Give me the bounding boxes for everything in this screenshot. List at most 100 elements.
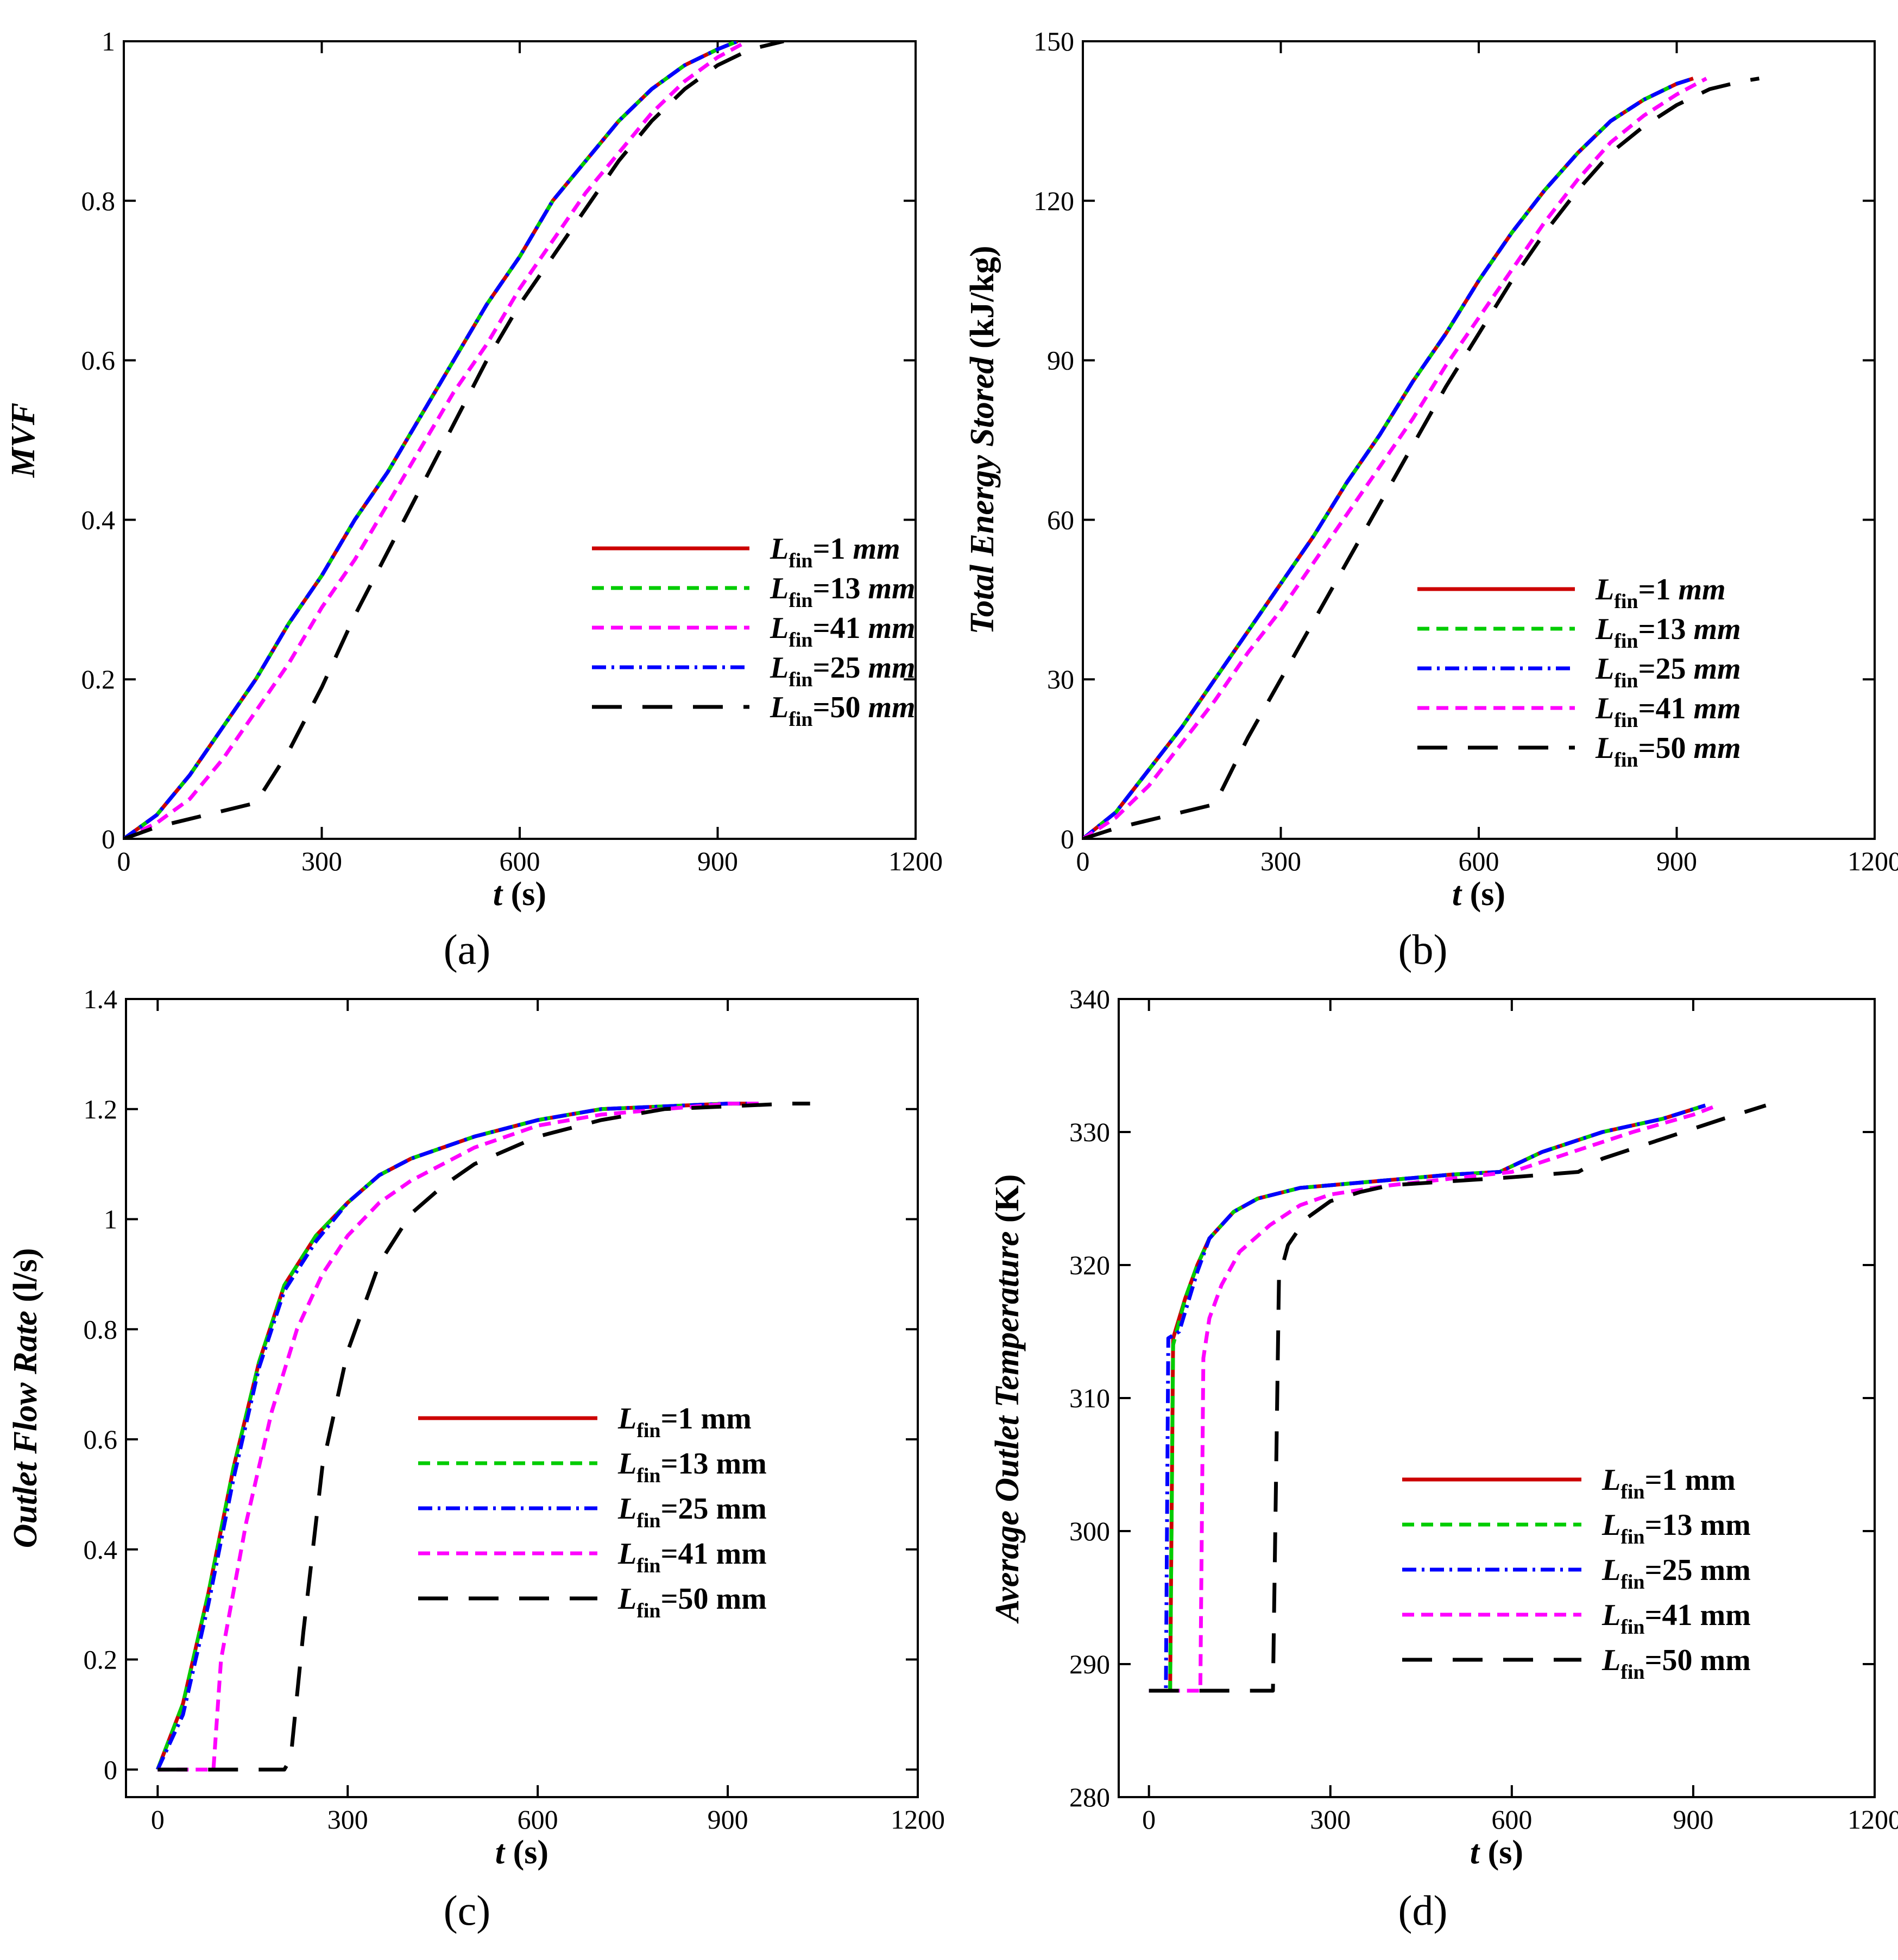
series-line bbox=[157, 1102, 810, 1772]
legend-subscript: fin bbox=[789, 708, 812, 731]
legend-var: L bbox=[1601, 1598, 1620, 1632]
y-axis-label-unit: (K) bbox=[989, 1174, 1026, 1231]
x-tick-label: 1200 bbox=[888, 846, 943, 876]
y-axis-label-unit: (kJ/kg) bbox=[964, 246, 1001, 357]
legend-value: =50 mm bbox=[1645, 1643, 1751, 1677]
legend-entry: Lfin=1 mm bbox=[1601, 1463, 1736, 1503]
legend-subscript: fin bbox=[789, 549, 812, 572]
x-axis-label-unit: (s) bbox=[505, 1834, 548, 1871]
y-axis-label: Outlet Flow Rate (l/s) bbox=[7, 1248, 44, 1548]
legend-entry: Lfin=1 mm bbox=[770, 532, 900, 572]
y-tick-label: 340 bbox=[1069, 984, 1110, 1014]
legend-subscript: fin bbox=[1620, 1571, 1644, 1594]
x-tick-label: 600 bbox=[1459, 846, 1499, 876]
y-tick-label: 290 bbox=[1069, 1649, 1110, 1679]
legend-entry: Lfin=41 mm bbox=[617, 1537, 767, 1577]
legend-unit: mm bbox=[1694, 612, 1741, 646]
legend-subscript: fin bbox=[636, 1509, 660, 1532]
legend-var: L bbox=[770, 691, 789, 724]
y-tick-label: 0.2 bbox=[84, 1645, 118, 1675]
x-axis-label-var: t bbox=[1470, 1834, 1480, 1871]
panel-label-c: (c) bbox=[444, 1887, 491, 1934]
y-tick-label: 0.4 bbox=[81, 504, 116, 535]
series-line bbox=[156, 1102, 747, 1771]
legend-entry: Lfin=25 mm bbox=[617, 1492, 767, 1532]
legend-subscript: fin bbox=[1620, 1661, 1644, 1684]
y-tick-label: 1 bbox=[102, 26, 115, 56]
legend-unit: mm bbox=[1679, 573, 1726, 606]
legend-value: =1 mm bbox=[661, 1402, 752, 1436]
plot-frame bbox=[125, 998, 919, 1798]
legend-value: =41 bbox=[1638, 692, 1694, 725]
y-tick-label: 0.8 bbox=[84, 1314, 118, 1344]
legend-unit: mm bbox=[853, 532, 900, 566]
x-tick-label: 1200 bbox=[891, 1804, 945, 1835]
x-tick-label: 300 bbox=[301, 846, 342, 876]
legend-entry: Lfin=41 mm bbox=[770, 611, 916, 652]
series-line bbox=[157, 1102, 760, 1772]
legend-subscript: fin bbox=[1614, 669, 1638, 692]
y-tick-label: 0 bbox=[104, 1754, 117, 1785]
y-tick-label: 300 bbox=[1069, 1516, 1110, 1546]
x-tick-label: 900 bbox=[1673, 1804, 1713, 1835]
legend-subscript: fin bbox=[1620, 1481, 1644, 1503]
y-tick-label: 60 bbox=[1047, 504, 1074, 535]
legend-var: L bbox=[770, 532, 789, 566]
panel-label-a: (a) bbox=[444, 926, 491, 973]
legend-value: =41 mm bbox=[661, 1537, 767, 1571]
y-tick-label: 320 bbox=[1069, 1250, 1110, 1280]
legend-entry: Lfin=50 mm bbox=[1601, 1643, 1751, 1684]
y-tick-label: 150 bbox=[1033, 26, 1074, 56]
series-line bbox=[1083, 77, 1760, 839]
x-tick-label: 300 bbox=[1260, 846, 1301, 876]
y-tick-label: 280 bbox=[1069, 1782, 1110, 1812]
legend-subscript: fin bbox=[636, 1419, 660, 1442]
legend-value: =1 bbox=[1638, 573, 1679, 606]
legend-entry: Lfin=41 mm bbox=[1601, 1598, 1751, 1639]
y-axis-label: Average Outlet Temperature (K) bbox=[989, 1174, 1026, 1624]
legend-entry: Lfin=41 mm bbox=[1595, 692, 1741, 732]
x-axis-label-var: t bbox=[1452, 876, 1462, 913]
y-tick-label: 0.4 bbox=[84, 1534, 118, 1565]
x-tick-label: 900 bbox=[697, 846, 738, 876]
legend-subscript: fin bbox=[789, 668, 812, 691]
y-axis-label: MVF bbox=[5, 403, 42, 478]
legend-var: L bbox=[770, 651, 789, 685]
legend-value: =13 bbox=[1638, 612, 1694, 646]
x-tick-label: 0 bbox=[1142, 1804, 1156, 1835]
legend-value: =13 bbox=[813, 572, 868, 605]
chart-panel-c: (c) 0 300 600 900 1200 0 0.2 0.4 0.6 0.8 1 1.2 1.4 t … bbox=[7, 984, 945, 1934]
x-tick-label: 300 bbox=[327, 1804, 368, 1835]
x-axis-label: t (s) bbox=[1470, 1834, 1523, 1871]
legend-var: L bbox=[617, 1447, 636, 1481]
legend-subscript: fin bbox=[1620, 1526, 1644, 1548]
x-axis-label: t (s) bbox=[493, 876, 546, 913]
legend-unit: mm bbox=[1694, 731, 1741, 765]
legend-entry: Lfin=25 mm bbox=[1601, 1553, 1751, 1594]
y-tick-label: 30 bbox=[1047, 664, 1074, 694]
legend-value: =41 bbox=[813, 611, 868, 645]
y-tick-label: 0.6 bbox=[84, 1424, 118, 1455]
y-tick-label: 0 bbox=[102, 824, 115, 854]
panel-label-d: (d) bbox=[1398, 1887, 1448, 1934]
legend-unit: mm bbox=[868, 691, 916, 724]
legend-var: L bbox=[1595, 573, 1614, 606]
legend-entry: Lfin=13 mm bbox=[770, 572, 916, 612]
legend-subscript: fin bbox=[636, 1599, 660, 1622]
legend-entry: Lfin=50 mm bbox=[770, 691, 916, 731]
legend-var: L bbox=[1595, 652, 1614, 686]
x-tick-label: 1200 bbox=[1847, 1804, 1898, 1835]
legend-subscript: fin bbox=[1614, 749, 1638, 772]
x-axis-label-unit: (s) bbox=[1461, 876, 1505, 913]
legend-entry: Lfin=50 mm bbox=[1595, 731, 1741, 772]
y-tick-label: 0 bbox=[1061, 824, 1074, 854]
panel-label-b: (b) bbox=[1398, 926, 1448, 973]
x-tick-label: 0 bbox=[117, 846, 131, 876]
x-tick-label: 900 bbox=[708, 1804, 748, 1835]
legend-var: L bbox=[1601, 1643, 1620, 1677]
